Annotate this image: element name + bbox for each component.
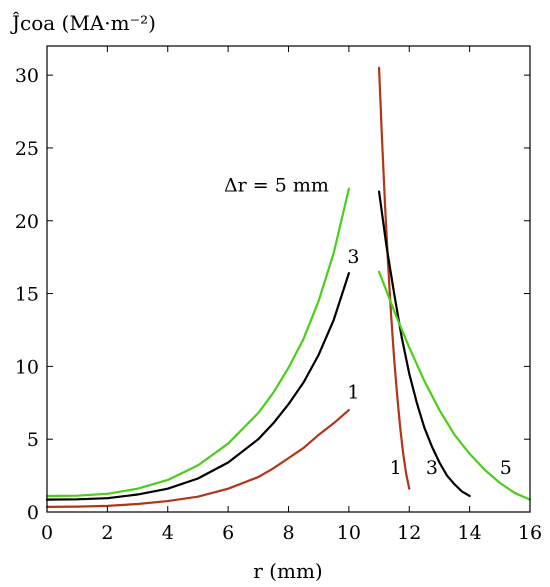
plot-frame [46, 45, 531, 513]
annotation-label-5: 3 [426, 457, 438, 479]
annotation-label-3: 1 [347, 381, 359, 403]
x-tick-label: 16 [518, 522, 542, 544]
x-tick-label: 2 [101, 522, 113, 544]
x-axis-label: r (mm) [253, 559, 322, 583]
annotations: Δr = 5 mm 3 1 1 3 5 [224, 175, 512, 480]
y-tick-label: 5 [27, 429, 39, 451]
plot-area [45, 66, 532, 508]
x-tick-label: 10 [337, 522, 361, 544]
y-tick-label: 30 [15, 65, 39, 87]
annotation-label-4: 1 [390, 457, 402, 479]
x-tick-label: 12 [397, 522, 421, 544]
series-line-2 [377, 66, 411, 490]
x-tick-label: 6 [222, 522, 234, 544]
x-tick-label: 8 [282, 522, 294, 544]
y-tick-label: 25 [15, 138, 39, 160]
series-line-1 [45, 408, 350, 508]
x-tick-label: 4 [162, 522, 174, 544]
annotation-label-2: 3 [347, 246, 359, 268]
annotation-label-1: Δr = 5 mm [224, 175, 329, 197]
series-line-4 [377, 190, 471, 498]
x-tick-label: 14 [458, 522, 482, 544]
y-tick-label: 0 [27, 502, 39, 524]
y-tick-label: 20 [15, 211, 39, 233]
series-line-3 [45, 272, 350, 501]
series-line-6 [377, 270, 532, 501]
y-tick-label: 10 [15, 356, 39, 378]
x-tick-label: 0 [41, 522, 53, 544]
y-axis-label: Ĵcoa (MA·m⁻²) [10, 10, 156, 35]
series-line-5 [45, 187, 350, 498]
y-tick-label: 15 [15, 284, 39, 306]
annotation-label-6: 5 [500, 457, 512, 479]
